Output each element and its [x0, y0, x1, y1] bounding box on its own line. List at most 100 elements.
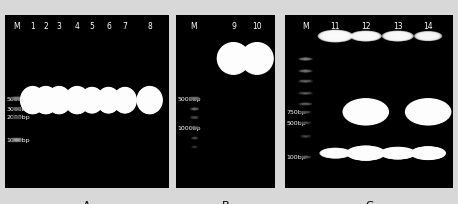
- Ellipse shape: [218, 44, 248, 74]
- Text: B: B: [222, 200, 229, 204]
- Bar: [303, 112, 308, 113]
- Ellipse shape: [51, 92, 67, 111]
- Bar: [300, 136, 310, 137]
- Bar: [191, 108, 196, 109]
- Ellipse shape: [354, 149, 378, 158]
- Ellipse shape: [416, 105, 440, 119]
- Bar: [299, 156, 311, 158]
- Ellipse shape: [343, 99, 389, 126]
- Ellipse shape: [386, 33, 409, 41]
- Ellipse shape: [415, 149, 441, 158]
- Bar: [191, 117, 197, 118]
- Ellipse shape: [249, 51, 266, 68]
- Bar: [15, 139, 17, 140]
- Ellipse shape: [414, 148, 442, 159]
- Ellipse shape: [412, 147, 444, 160]
- Ellipse shape: [116, 91, 134, 112]
- Ellipse shape: [53, 94, 65, 110]
- Ellipse shape: [415, 32, 441, 41]
- Text: C: C: [365, 200, 373, 204]
- Ellipse shape: [349, 147, 383, 160]
- Text: A: A: [83, 200, 91, 204]
- Ellipse shape: [388, 34, 407, 40]
- Ellipse shape: [352, 148, 380, 159]
- Ellipse shape: [48, 88, 70, 113]
- Ellipse shape: [320, 31, 351, 42]
- Bar: [302, 156, 308, 157]
- Ellipse shape: [351, 148, 381, 159]
- Bar: [303, 156, 307, 157]
- Ellipse shape: [39, 94, 52, 110]
- Ellipse shape: [384, 32, 412, 42]
- Bar: [193, 146, 196, 147]
- Bar: [12, 117, 20, 118]
- Ellipse shape: [82, 91, 101, 112]
- Ellipse shape: [143, 94, 156, 110]
- Ellipse shape: [83, 91, 101, 111]
- Ellipse shape: [114, 88, 136, 114]
- Ellipse shape: [418, 149, 438, 157]
- Ellipse shape: [387, 150, 409, 157]
- Ellipse shape: [136, 86, 163, 115]
- Ellipse shape: [82, 90, 102, 112]
- Ellipse shape: [319, 31, 352, 43]
- Ellipse shape: [356, 150, 376, 157]
- Bar: [300, 59, 311, 60]
- Ellipse shape: [380, 147, 416, 160]
- Bar: [298, 81, 313, 82]
- Ellipse shape: [119, 94, 131, 110]
- Ellipse shape: [319, 148, 352, 159]
- Bar: [191, 146, 196, 147]
- Bar: [301, 59, 309, 60]
- Ellipse shape: [143, 94, 157, 110]
- Ellipse shape: [219, 45, 248, 73]
- Ellipse shape: [22, 89, 43, 113]
- Ellipse shape: [417, 149, 440, 158]
- Ellipse shape: [71, 94, 83, 110]
- Ellipse shape: [97, 87, 120, 114]
- Bar: [300, 93, 310, 94]
- Ellipse shape: [417, 149, 439, 158]
- Ellipse shape: [414, 148, 443, 159]
- Ellipse shape: [354, 105, 377, 119]
- Ellipse shape: [26, 94, 39, 110]
- Ellipse shape: [115, 90, 135, 112]
- Ellipse shape: [142, 93, 158, 111]
- Bar: [191, 108, 197, 110]
- Ellipse shape: [36, 90, 56, 113]
- Bar: [192, 137, 196, 139]
- Ellipse shape: [348, 102, 384, 123]
- Ellipse shape: [384, 148, 412, 159]
- Ellipse shape: [414, 148, 442, 159]
- Text: 100bp: 100bp: [287, 154, 306, 159]
- Ellipse shape: [321, 32, 350, 42]
- Text: 500bp: 500bp: [287, 120, 306, 125]
- Ellipse shape: [24, 91, 41, 112]
- Ellipse shape: [345, 100, 387, 124]
- Ellipse shape: [100, 92, 117, 111]
- Bar: [302, 112, 309, 113]
- Ellipse shape: [80, 87, 104, 114]
- Ellipse shape: [115, 90, 135, 113]
- Ellipse shape: [346, 101, 386, 124]
- Ellipse shape: [350, 147, 382, 160]
- Ellipse shape: [381, 147, 414, 159]
- Ellipse shape: [414, 104, 442, 121]
- Ellipse shape: [324, 33, 347, 41]
- Ellipse shape: [318, 31, 353, 43]
- Ellipse shape: [103, 95, 114, 109]
- Text: 4: 4: [75, 21, 80, 30]
- Ellipse shape: [51, 92, 67, 111]
- Ellipse shape: [50, 91, 68, 112]
- Ellipse shape: [139, 90, 160, 113]
- Ellipse shape: [47, 87, 71, 114]
- Ellipse shape: [411, 147, 446, 160]
- Ellipse shape: [141, 91, 159, 112]
- Ellipse shape: [81, 88, 103, 113]
- Ellipse shape: [242, 44, 272, 74]
- Bar: [15, 98, 18, 99]
- Bar: [191, 98, 198, 99]
- Ellipse shape: [322, 32, 348, 41]
- Ellipse shape: [323, 149, 348, 157]
- Ellipse shape: [383, 32, 412, 42]
